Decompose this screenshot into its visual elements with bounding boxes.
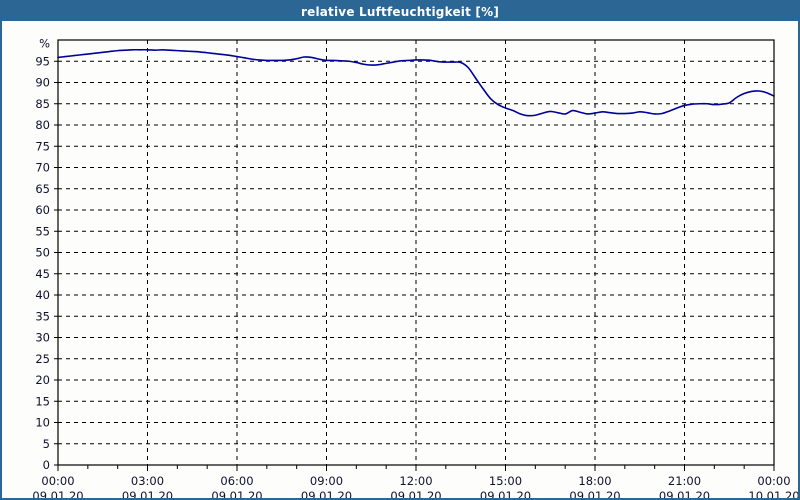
x-axis-date-label: 09.01.20 xyxy=(480,489,531,498)
x-axis-time-label: 06:00 xyxy=(220,474,253,488)
x-axis-time-label: 21:00 xyxy=(668,474,701,488)
y-axis-unit-label: % xyxy=(39,36,50,50)
y-axis-tick-label: 85 xyxy=(35,97,50,111)
y-axis-tick-label: 40 xyxy=(35,288,50,302)
x-axis-labels: 00:0009.01.2003:0009.01.2006:0009.01.200… xyxy=(32,474,798,498)
y-axis-tick-label: 5 xyxy=(43,437,50,451)
x-axis-time-label: 18:00 xyxy=(578,474,611,488)
y-axis-tick-label: 0 xyxy=(43,458,50,472)
x-axis-date-label: 09.01.20 xyxy=(122,489,173,498)
x-axis-date-label: 09.01.20 xyxy=(32,489,83,498)
x-axis-time-label: 15:00 xyxy=(489,474,522,488)
x-axis-date-label: 09.01.20 xyxy=(659,489,710,498)
plot-area-container: 0 5 10 15 20 25 30 35 40 45 50 55 60 65 70 75 80 85 90 95 0… xyxy=(2,21,798,498)
y-axis-tick-label: 65 xyxy=(35,182,50,196)
y-axis-tick-label: 30 xyxy=(35,331,50,345)
grid-lines xyxy=(58,40,774,465)
x-axis-date-label: 09.01.20 xyxy=(211,489,262,498)
y-axis-tick-label: 45 xyxy=(35,267,50,281)
series-lines xyxy=(57,48,775,117)
humidity-line-chart: 0 5 10 15 20 25 30 35 40 45 50 55 60 65 70 75 80 85 90 95 0… xyxy=(32,36,798,498)
page-title: relative Luftfeuchtigkeit [%] xyxy=(300,4,500,19)
x-axis-time-label: 00:00 xyxy=(41,474,74,488)
y-axis-tick-label: 70 xyxy=(35,161,50,175)
axis-ticks xyxy=(54,60,775,471)
y-axis-tick-label: 60 xyxy=(35,203,50,217)
y-axis-tick-label: 90 xyxy=(35,76,50,90)
y-axis-tick-label: 55 xyxy=(35,224,50,238)
y-axis-tick-label: 80 xyxy=(35,118,50,132)
y-axis-tick-label: 20 xyxy=(35,373,50,387)
y-axis-unit: % xyxy=(39,36,50,50)
x-axis-date-label: 09.01.20 xyxy=(390,489,441,498)
x-axis-time-label: 00:00 xyxy=(757,474,790,488)
window-title-bar: relative Luftfeuchtigkeit [%] xyxy=(2,2,798,21)
y-axis-tick-label: 75 xyxy=(35,139,50,153)
x-axis-time-label: 03:00 xyxy=(131,474,164,488)
x-axis-date-label: 09.01.20 xyxy=(569,489,620,498)
y-axis-tick-label: 25 xyxy=(35,352,50,366)
y-axis-tick-label: 50 xyxy=(35,246,50,260)
x-axis-date-label: 10.01.20 xyxy=(748,489,798,498)
x-axis-time-label: 09:00 xyxy=(310,474,343,488)
y-axis-tick-label: 15 xyxy=(35,394,50,408)
data-line-humidity xyxy=(57,48,775,117)
y-axis-labels: 0 5 10 15 20 25 30 35 40 45 50 55 60 65 70 75 80 85 90 95 xyxy=(35,54,50,472)
x-axis-time-label: 12:00 xyxy=(399,474,432,488)
y-axis-tick-label: 95 xyxy=(35,54,50,68)
x-axis-date-label: 09.01.20 xyxy=(301,489,352,498)
y-axis-tick-label: 35 xyxy=(35,309,50,323)
y-axis-tick-label: 10 xyxy=(35,416,50,430)
